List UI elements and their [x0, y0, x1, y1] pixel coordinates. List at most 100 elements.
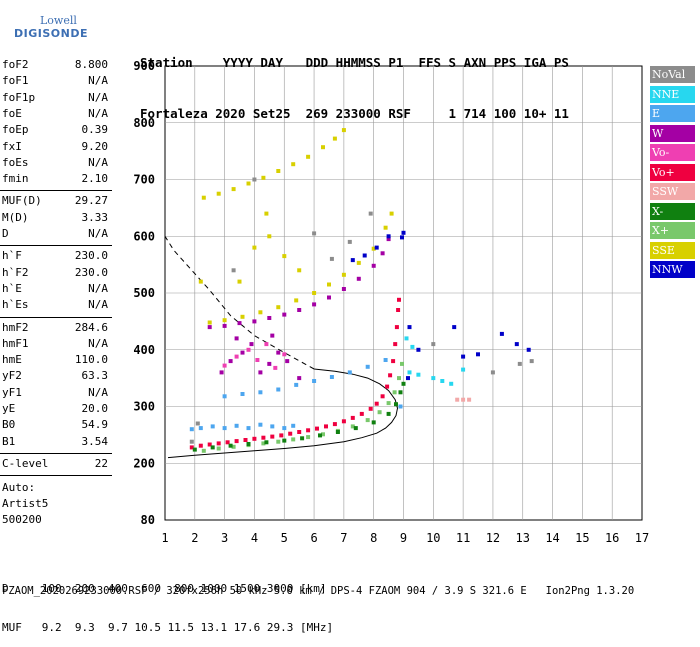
point-w: [249, 342, 254, 347]
point-x: [318, 433, 322, 438]
point-sse: [276, 305, 281, 310]
point-vo: [394, 325, 399, 330]
param-row: B0 54.9: [2, 418, 108, 434]
point-noval: [231, 268, 236, 273]
param-value: N/A: [88, 74, 108, 88]
param-value: 230.0: [74, 249, 108, 263]
point-w: [258, 370, 263, 375]
point-sse: [267, 234, 272, 239]
point-e: [222, 426, 227, 431]
param-row: yF1 N/A: [2, 386, 108, 402]
point-vo: [368, 406, 373, 411]
point-e: [276, 387, 281, 392]
legend-noval: NoVal: [650, 66, 695, 83]
point-x: [216, 446, 221, 451]
param-value: 54.9: [81, 418, 109, 432]
point-vo: [234, 354, 239, 359]
point-vo: [391, 359, 396, 364]
point-x: [335, 430, 340, 434]
point-e: [234, 423, 239, 428]
point-x: [401, 381, 406, 386]
gridlines: [165, 66, 642, 520]
point-vo: [279, 433, 284, 438]
x-tick-label: 9: [400, 531, 407, 545]
point-nnw: [461, 354, 466, 359]
x-tick-label: 15: [575, 531, 589, 545]
x-tick-label: 10: [426, 531, 440, 545]
param-row: h`Es N/A: [2, 298, 108, 314]
point-vo: [374, 401, 379, 406]
point-sse: [246, 181, 251, 186]
legend-nne: NNE: [650, 85, 695, 103]
point-vo: [315, 426, 319, 431]
point-vo: [388, 373, 393, 378]
param-label: hmF2: [2, 320, 29, 334]
point-x: [264, 440, 269, 445]
point-w: [240, 350, 245, 355]
point-nnw: [362, 253, 367, 258]
point-sse: [306, 154, 311, 159]
point-x: [300, 436, 305, 441]
point-noval: [189, 439, 194, 444]
autoscaling-info: 500200: [2, 513, 42, 527]
point-vo: [273, 365, 278, 370]
param-row: foF1p N/A: [2, 91, 108, 107]
point-e: [258, 422, 263, 427]
point-nne: [404, 336, 409, 341]
point-x: [306, 435, 311, 440]
point-noval: [517, 361, 522, 366]
point-nnw: [416, 347, 421, 352]
point-sse: [252, 245, 257, 250]
y-tick-label: 400: [133, 343, 155, 357]
header-labels: Station YYYY DAY DDD HHMMSS P1 FFS S AXN…: [140, 55, 569, 70]
legend-e: E: [650, 105, 695, 122]
point-e: [398, 404, 403, 409]
point-vo: [396, 308, 401, 312]
point-vo: [380, 394, 385, 399]
y-axis-ticks: 80 200 300 400 500 600 700 800 900: [133, 59, 155, 527]
param-row: foF2 8.800: [2, 58, 108, 74]
muf-row: MUF 9.2 9.3 9.7 10.5 11.5 13.1 17.6 29.3…: [2, 621, 334, 634]
param-row: foEp 0.39: [2, 123, 108, 139]
point-w: [386, 237, 391, 242]
point-x: [365, 418, 370, 423]
param-separator: [0, 316, 112, 318]
point-sse: [207, 320, 212, 325]
point-vo: [222, 363, 227, 368]
point-nnw: [476, 352, 480, 357]
point-w: [297, 308, 302, 312]
point-sse: [327, 282, 331, 287]
point-vo: [397, 297, 401, 302]
point-w: [356, 276, 361, 281]
x-tick-label: 8: [370, 531, 377, 545]
param-label: fxI: [2, 139, 22, 153]
x-tick-label: 5: [281, 531, 288, 545]
y-tick-label: 700: [133, 173, 155, 187]
param-value: N/A: [88, 90, 108, 104]
param-value: N/A: [88, 385, 108, 399]
point-vo: [350, 415, 355, 420]
point-sse: [222, 318, 227, 323]
param-separator: [0, 190, 112, 192]
y-tick-label: 300: [133, 400, 155, 414]
point-sse: [282, 254, 287, 259]
point-vo: [264, 342, 269, 347]
legend-nnw: NNW: [650, 261, 695, 278]
param-label: yF1: [2, 385, 22, 399]
point-e: [365, 364, 370, 369]
point-x: [397, 376, 401, 381]
param-row: yE 20.0: [2, 402, 108, 418]
point-vo: [189, 445, 194, 450]
point-noval: [347, 239, 352, 244]
y-tick-label: 500: [133, 286, 155, 300]
point-x: [210, 445, 215, 450]
param-separator: [0, 245, 112, 247]
point-nnw: [386, 234, 391, 239]
ionogram-chart: 1 2 3 4 5 6 7 8 9 10 11 12 13 14 15 16 17 80200300400500…: [133, 59, 649, 545]
point-vo: [225, 440, 230, 445]
point-nnw: [452, 325, 457, 330]
param-value: 2.10: [81, 172, 109, 186]
point-x: [201, 448, 206, 453]
point-noval: [252, 177, 257, 182]
param-row: foF1 N/A: [2, 74, 108, 90]
